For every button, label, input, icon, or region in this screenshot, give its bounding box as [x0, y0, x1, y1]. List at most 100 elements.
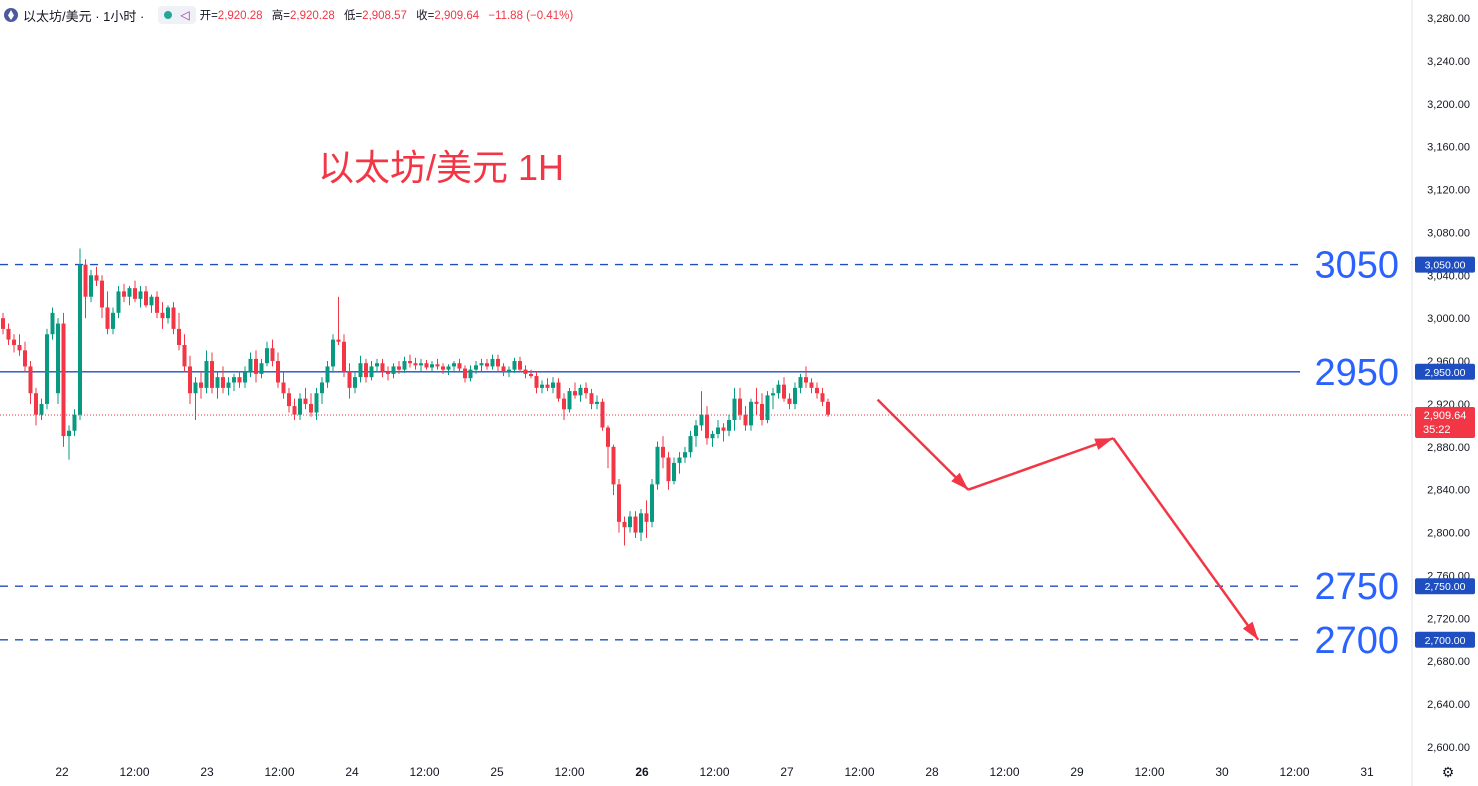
change-value: −11.88 (−0.41%)	[488, 10, 574, 22]
candle-body	[78, 264, 82, 415]
market-status-dot-icon	[164, 11, 173, 19]
gear-icon[interactable]: ⚙	[1441, 764, 1455, 780]
x-tick-label: 26	[635, 765, 649, 779]
candle-body	[760, 403, 764, 421]
candle-body	[122, 291, 126, 297]
y-tick-label: 3,000.00	[1427, 313, 1470, 325]
candle-body	[534, 376, 539, 388]
y-tick-label: 2,880.00	[1427, 442, 1470, 454]
x-tick-label: 24	[345, 765, 359, 779]
candle-body	[727, 420, 731, 431]
candle-body	[562, 398, 566, 410]
candle-body	[221, 377, 225, 388]
candle-body	[452, 363, 456, 367]
countdown-text: 35:22	[1423, 424, 1451, 436]
candle-body	[468, 369, 473, 379]
indicator-icon[interactable]: ◁	[180, 8, 190, 22]
candle-body	[787, 398, 792, 404]
candle-body	[358, 363, 363, 378]
candle-body	[199, 382, 203, 388]
level-tag-3050	[1415, 256, 1475, 273]
symbol-title[interactable]: 以太坊/美元 · 1小时 ·	[23, 8, 145, 24]
candle-body	[793, 387, 797, 404]
candle-body	[743, 414, 748, 426]
forecast-arrow-3	[1112, 437, 1260, 641]
candle-body	[826, 401, 830, 415]
candle-body	[408, 361, 412, 364]
candle-body	[380, 363, 385, 372]
candle-body	[353, 377, 357, 388]
last-price-text: 2,909.64	[1424, 410, 1467, 422]
candle-body	[166, 307, 170, 319]
candle-body	[105, 307, 110, 329]
candle-body	[6, 328, 11, 340]
candle-body	[611, 446, 616, 485]
candle-body	[204, 361, 209, 388]
y-tick-label: 2,680.00	[1427, 656, 1470, 668]
candle-body	[820, 393, 825, 402]
candle-body	[419, 363, 423, 366]
status-pills[interactable]: ◁	[158, 6, 196, 24]
open-value: 2,920.28	[217, 10, 263, 22]
candle-body	[518, 361, 522, 370]
candle-body	[732, 398, 737, 421]
x-tick-label: 23	[200, 765, 214, 779]
ethereum-icon[interactable]	[4, 8, 18, 22]
candle-body	[292, 406, 297, 415]
candle-body	[672, 462, 676, 482]
candle-body	[265, 348, 269, 364]
y-tick-label: 3,200.00	[1427, 99, 1470, 111]
candle-body	[138, 291, 143, 299]
y-tick-label: 2,840.00	[1427, 485, 1470, 497]
candle-body	[584, 387, 588, 394]
level-tag-text-2750: 2,750.00	[1425, 581, 1466, 593]
level-label-3050: 3050	[1314, 245, 1399, 287]
y-tick-label: 3,280.00	[1427, 13, 1470, 25]
candle-body	[1, 318, 5, 329]
candle-body	[545, 384, 550, 388]
close-value: 2,909.64	[434, 10, 480, 22]
candle-body	[276, 361, 280, 383]
level-tag-text-2700: 2,700.00	[1425, 635, 1466, 647]
y-tick-label: 3,240.00	[1427, 56, 1470, 68]
candle-body	[485, 363, 489, 367]
candle-body	[56, 323, 60, 394]
candle-body	[749, 401, 753, 426]
candle-body	[705, 414, 709, 439]
candle-body	[490, 358, 495, 367]
candle-body	[463, 368, 467, 379]
candle-body	[716, 427, 720, 434]
candle-body	[683, 452, 687, 458]
candle-body	[314, 393, 319, 413]
candle-body	[375, 363, 379, 367]
level-label-2950: 2950	[1314, 352, 1399, 394]
candle-body	[17, 344, 22, 351]
last-price-tag	[1415, 407, 1475, 439]
candle-body	[578, 387, 583, 396]
candle-body	[771, 393, 775, 396]
candle-body	[617, 484, 621, 522]
candle-body	[600, 401, 605, 428]
candle-body	[688, 436, 693, 453]
candle-body	[144, 291, 148, 306]
candle-body	[325, 366, 330, 383]
candle-body	[567, 391, 572, 410]
candle-body	[710, 433, 715, 439]
x-tick-label: 12:00	[1134, 765, 1164, 779]
candle-body	[287, 393, 291, 407]
level-tag-2700	[1415, 631, 1475, 648]
candle-body	[116, 291, 121, 313]
level-label-2700: 2700	[1314, 620, 1399, 662]
close-label: 收=	[416, 10, 435, 22]
candle-body	[782, 384, 786, 399]
candle-body	[155, 296, 159, 313]
candle-body	[89, 275, 93, 297]
candle-body	[254, 358, 258, 374]
candle-body	[248, 358, 253, 372]
candle-body	[765, 395, 770, 421]
y-tick-label: 2,640.00	[1427, 699, 1470, 711]
candle-body	[149, 296, 154, 306]
candle-body	[226, 382, 231, 388]
low-label: 低=	[343, 10, 363, 22]
